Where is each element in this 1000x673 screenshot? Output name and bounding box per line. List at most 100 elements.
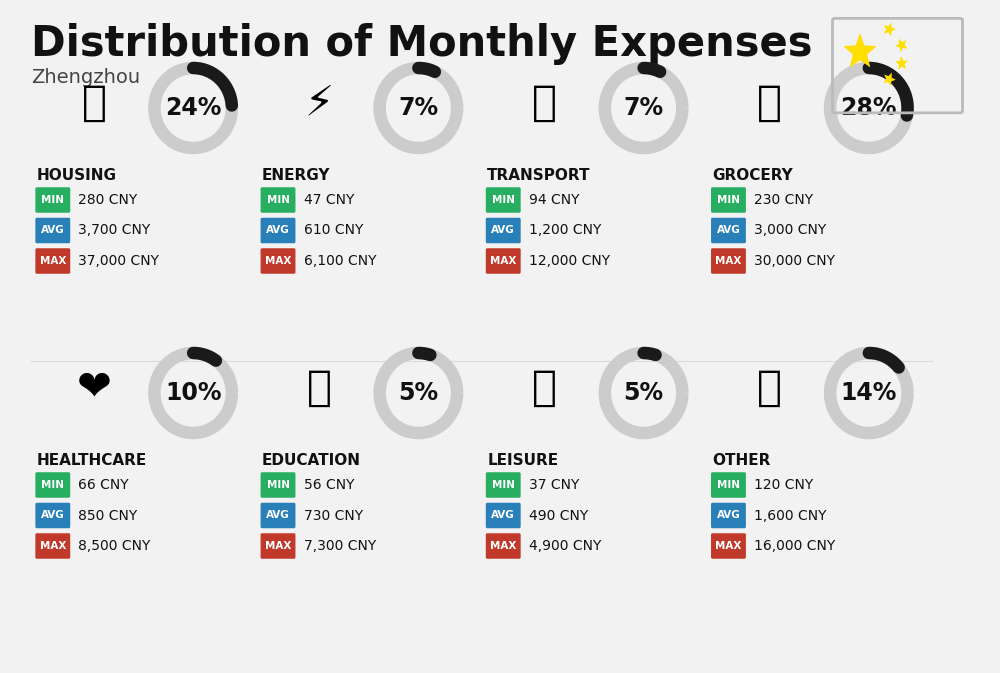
FancyBboxPatch shape — [711, 472, 746, 498]
Text: 7,300 CNY: 7,300 CNY — [304, 539, 376, 553]
Text: 8,500 CNY: 8,500 CNY — [78, 539, 151, 553]
Text: ⚡: ⚡ — [305, 82, 334, 124]
Text: AVG: AVG — [491, 225, 515, 236]
Text: 1,200 CNY: 1,200 CNY — [529, 223, 601, 238]
FancyBboxPatch shape — [261, 187, 295, 213]
FancyBboxPatch shape — [486, 472, 521, 498]
FancyBboxPatch shape — [261, 218, 295, 243]
Text: 37,000 CNY: 37,000 CNY — [78, 254, 159, 268]
FancyBboxPatch shape — [261, 248, 295, 274]
Polygon shape — [895, 56, 908, 69]
Polygon shape — [884, 22, 896, 36]
Text: MIN: MIN — [717, 480, 740, 490]
Text: 4,900 CNY: 4,900 CNY — [529, 539, 601, 553]
FancyBboxPatch shape — [261, 533, 295, 559]
Text: EDUCATION: EDUCATION — [262, 453, 361, 468]
Text: HEALTHCARE: HEALTHCARE — [37, 453, 147, 468]
Text: Distribution of Monthly Expenses: Distribution of Monthly Expenses — [31, 23, 812, 65]
Text: AVG: AVG — [717, 225, 740, 236]
Text: 🛍️: 🛍️ — [532, 367, 557, 409]
Text: AVG: AVG — [41, 511, 65, 520]
Text: 7%: 7% — [624, 96, 664, 120]
Text: MIN: MIN — [41, 480, 64, 490]
Text: 28%: 28% — [841, 96, 897, 120]
FancyBboxPatch shape — [711, 503, 746, 528]
Text: MAX: MAX — [265, 541, 291, 551]
FancyBboxPatch shape — [711, 187, 746, 213]
Text: MIN: MIN — [267, 195, 290, 205]
Text: AVG: AVG — [717, 511, 740, 520]
Text: 120 CNY: 120 CNY — [754, 478, 813, 492]
Text: MAX: MAX — [490, 541, 516, 551]
Text: AVG: AVG — [41, 225, 65, 236]
Text: AVG: AVG — [266, 225, 290, 236]
FancyBboxPatch shape — [261, 472, 295, 498]
FancyBboxPatch shape — [35, 187, 70, 213]
Text: TRANSPORT: TRANSPORT — [487, 168, 591, 183]
Text: 56 CNY: 56 CNY — [304, 478, 354, 492]
Text: MIN: MIN — [717, 195, 740, 205]
Text: 5%: 5% — [398, 381, 438, 405]
Text: Zhengzhou: Zhengzhou — [31, 68, 140, 87]
Text: 30,000 CNY: 30,000 CNY — [754, 254, 835, 268]
Text: 94 CNY: 94 CNY — [529, 193, 579, 207]
Polygon shape — [895, 38, 908, 52]
FancyBboxPatch shape — [261, 503, 295, 528]
Text: MIN: MIN — [41, 195, 64, 205]
Text: 24%: 24% — [165, 96, 221, 120]
Text: 16,000 CNY: 16,000 CNY — [754, 539, 835, 553]
FancyBboxPatch shape — [35, 472, 70, 498]
Text: 7%: 7% — [398, 96, 438, 120]
Text: 10%: 10% — [165, 381, 221, 405]
FancyBboxPatch shape — [35, 248, 70, 274]
Text: MIN: MIN — [267, 480, 290, 490]
Text: MAX: MAX — [40, 541, 66, 551]
FancyBboxPatch shape — [486, 248, 521, 274]
Text: 610 CNY: 610 CNY — [304, 223, 363, 238]
Text: MAX: MAX — [715, 256, 742, 266]
Text: 3,700 CNY: 3,700 CNY — [78, 223, 151, 238]
Text: ENERGY: ENERGY — [262, 168, 331, 183]
FancyBboxPatch shape — [486, 503, 521, 528]
Text: 🛒: 🛒 — [757, 82, 782, 124]
Text: 🚌: 🚌 — [532, 82, 557, 124]
Text: 66 CNY: 66 CNY — [78, 478, 129, 492]
FancyBboxPatch shape — [711, 533, 746, 559]
Text: 850 CNY: 850 CNY — [78, 509, 138, 522]
Text: MAX: MAX — [265, 256, 291, 266]
Text: ❤️: ❤️ — [77, 367, 111, 409]
Text: MIN: MIN — [492, 195, 515, 205]
Text: 14%: 14% — [841, 381, 897, 405]
Text: 490 CNY: 490 CNY — [529, 509, 588, 522]
Text: MAX: MAX — [715, 541, 742, 551]
FancyBboxPatch shape — [486, 187, 521, 213]
Text: MAX: MAX — [490, 256, 516, 266]
Text: 12,000 CNY: 12,000 CNY — [529, 254, 610, 268]
Text: OTHER: OTHER — [712, 453, 771, 468]
FancyBboxPatch shape — [486, 533, 521, 559]
Text: 6,100 CNY: 6,100 CNY — [304, 254, 376, 268]
Text: LEISURE: LEISURE — [487, 453, 558, 468]
Polygon shape — [883, 73, 896, 86]
FancyBboxPatch shape — [35, 533, 70, 559]
Text: 1,600 CNY: 1,600 CNY — [754, 509, 827, 522]
FancyBboxPatch shape — [711, 248, 746, 274]
FancyBboxPatch shape — [35, 503, 70, 528]
Text: AVG: AVG — [266, 511, 290, 520]
Text: 💰: 💰 — [757, 367, 782, 409]
Text: 3,000 CNY: 3,000 CNY — [754, 223, 826, 238]
FancyBboxPatch shape — [35, 218, 70, 243]
Text: 37 CNY: 37 CNY — [529, 478, 579, 492]
Text: 280 CNY: 280 CNY — [78, 193, 138, 207]
Text: 5%: 5% — [624, 381, 664, 405]
Text: GROCERY: GROCERY — [712, 168, 793, 183]
Text: MIN: MIN — [492, 480, 515, 490]
Text: MAX: MAX — [40, 256, 66, 266]
Text: 🎓: 🎓 — [307, 367, 332, 409]
Text: HOUSING: HOUSING — [37, 168, 117, 183]
Text: 730 CNY: 730 CNY — [304, 509, 363, 522]
Text: 47 CNY: 47 CNY — [304, 193, 354, 207]
FancyBboxPatch shape — [711, 218, 746, 243]
FancyBboxPatch shape — [486, 218, 521, 243]
Text: 230 CNY: 230 CNY — [754, 193, 813, 207]
